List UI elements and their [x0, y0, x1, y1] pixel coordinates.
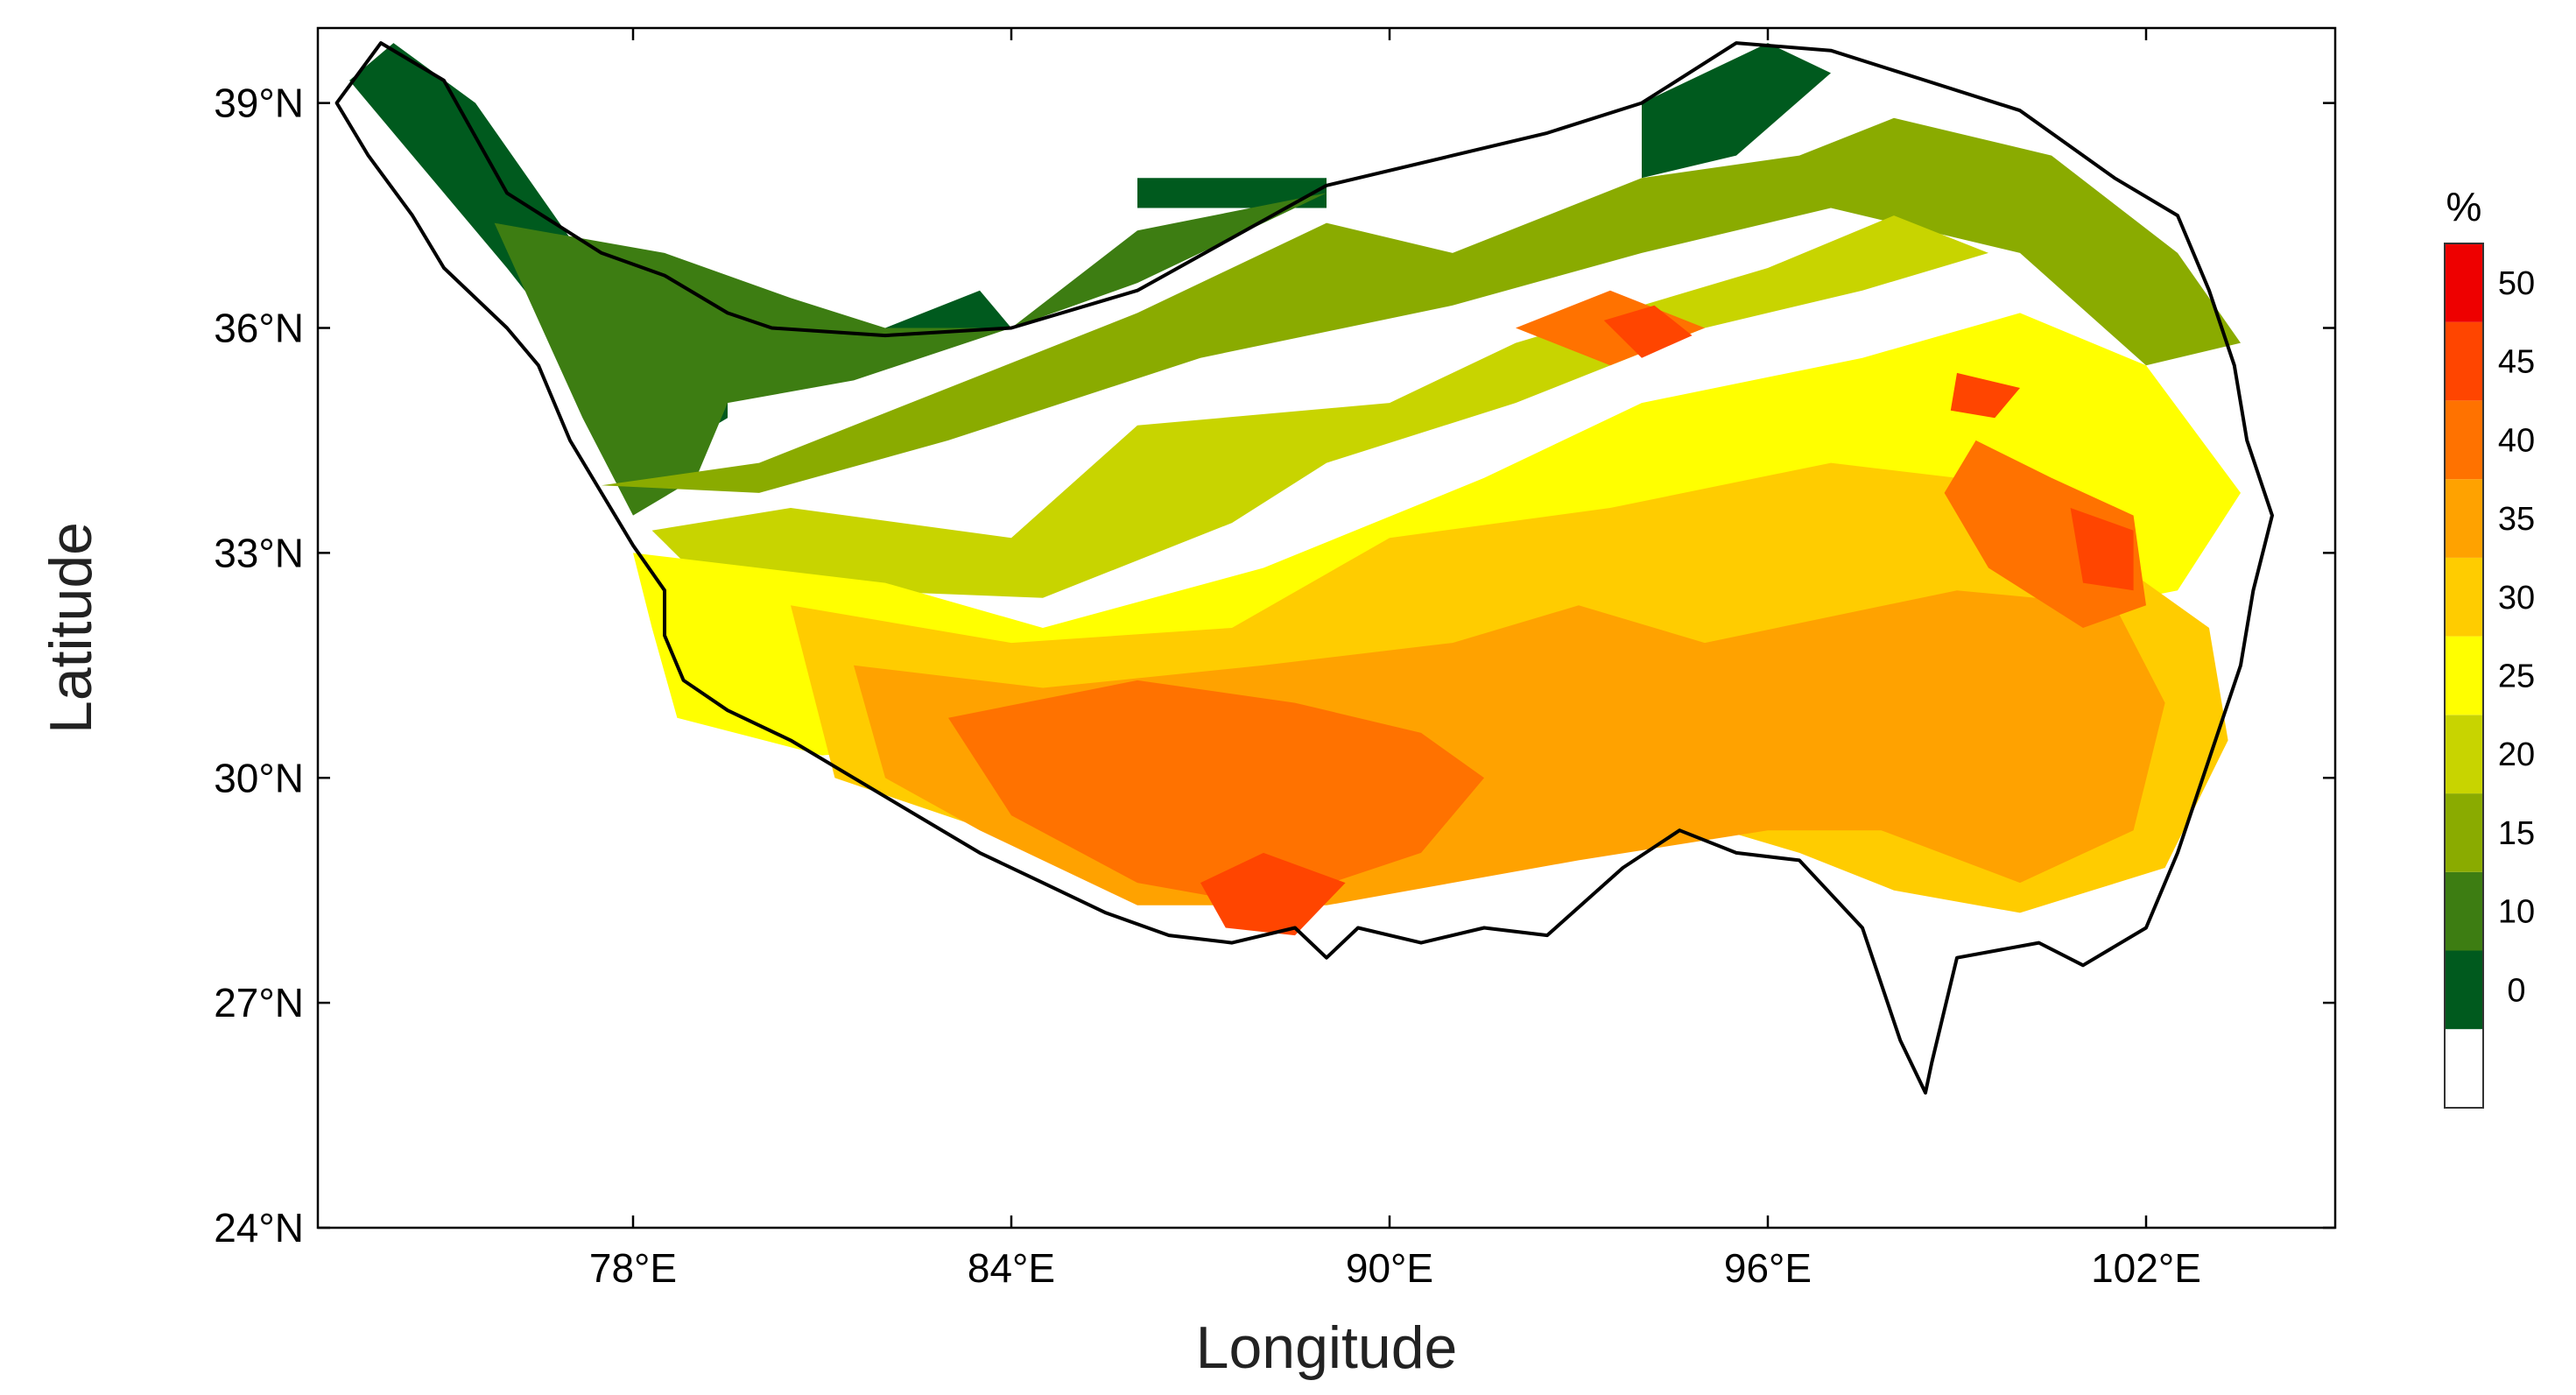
colorbar-label-7: 40: [2498, 422, 2535, 459]
colorbar-swatch-0: [2445, 1029, 2483, 1108]
plot-frame: [316, 26, 2337, 1229]
colorbar-label-9: 50: [2498, 265, 2535, 302]
y-tick-label-3: 33°N: [214, 530, 304, 575]
colorbar-swatch-2: [2445, 871, 2483, 951]
y-tick-label-1: 27°N: [214, 980, 304, 1025]
contour-region-6: [494, 193, 1327, 516]
colorbar-swatch-1: [2445, 950, 2483, 1030]
colorbar-swatch-9: [2445, 321, 2483, 401]
contour-region-17: [1603, 305, 1693, 358]
contour-region-18: [1950, 372, 2020, 419]
x-tick-label-1: 84°E: [968, 1245, 1055, 1291]
colorbar-label-2: 15: [2498, 815, 2535, 852]
y-tick-label-2: 30°N: [214, 755, 304, 800]
x-tick-label-2: 90°E: [1346, 1245, 1433, 1291]
colorbar-label-3: 20: [2498, 736, 2535, 773]
contour-region-7: [602, 117, 2241, 493]
x-axis-title: Longitude: [1196, 1314, 1458, 1381]
x-axis: 78°E 84°E 90°E 96°E 102°E: [589, 28, 2201, 1291]
x-tick-label-0: 78°E: [589, 1245, 677, 1291]
plateau-boundary-layer: [334, 41, 2274, 1095]
x-tick-label-4: 102°E: [2091, 1245, 2201, 1291]
colorbar-label-5: 30: [2498, 580, 2535, 616]
y-axis-title: Latitude: [38, 522, 104, 734]
colorbar-swatch-8: [2445, 400, 2483, 480]
contour-region-12: [948, 680, 1484, 905]
colorbar-label-8: 45: [2498, 344, 2535, 381]
colorbar-swatch-3: [2445, 793, 2483, 872]
colorbar-swatch-6: [2445, 557, 2483, 637]
colorbar-swatch-10: [2445, 243, 2483, 322]
x-tick-label-3: 96°E: [1724, 1245, 1812, 1291]
colorbar-label-4: 25: [2498, 659, 2535, 695]
colorbar-swatch-5: [2445, 636, 2483, 715]
colorbar-label-6: 35: [2498, 501, 2535, 538]
contour-region-16: [2070, 508, 2134, 591]
colorbar-label-1: 10: [2498, 894, 2535, 931]
colorbar: 0 10 15 20 25 30 35 40 45 50: [2444, 243, 2535, 1109]
y-tick-label-4: 36°N: [214, 306, 304, 351]
contour-region-4: [1642, 43, 1831, 179]
colorbar-swatch-4: [2445, 715, 2483, 794]
colorbar-unit-label: %: [2446, 184, 2482, 229]
colorbar-frame: [2444, 243, 2484, 1109]
y-axis: 24°N 27°N 30°N 33°N 36°N 39°N: [214, 81, 2335, 1251]
plateau-outline: [334, 41, 2274, 1095]
y-tick-label-5: 39°N: [214, 81, 304, 126]
precipitation-contour-layer: [349, 43, 2241, 936]
contour-region-15: [1200, 852, 1346, 936]
contour-region-3: [1137, 178, 1327, 208]
colorbar-swatch-7: [2445, 479, 2483, 558]
y-tick-label-0: 24°N: [214, 1205, 304, 1251]
colorbar-label-0: 0: [2507, 972, 2525, 1009]
